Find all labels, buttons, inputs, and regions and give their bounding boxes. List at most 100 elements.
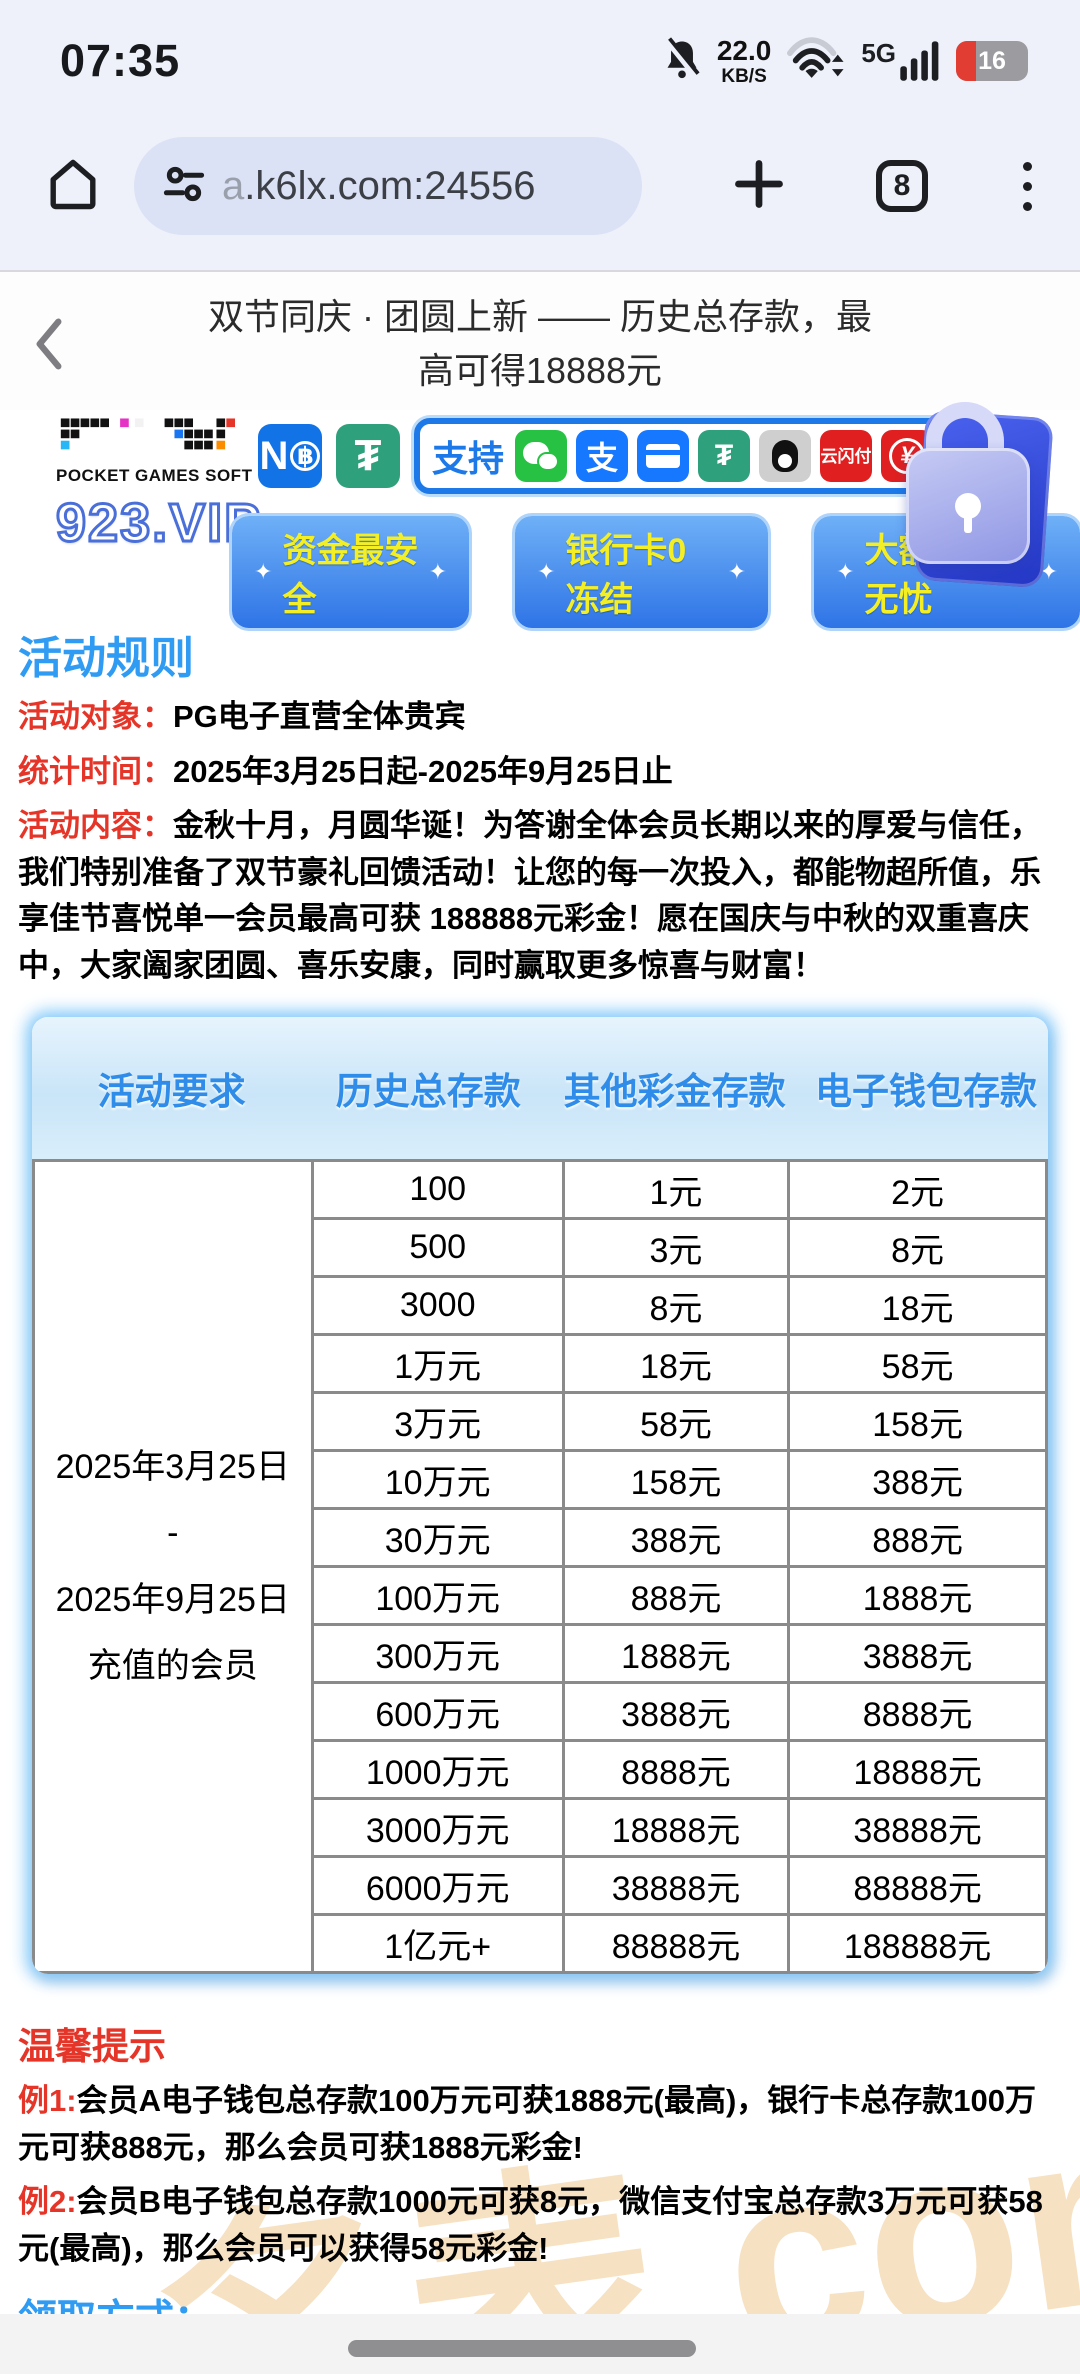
table-cell: 18元 (787, 1275, 1048, 1336)
table-cell: 88888元 (787, 1855, 1048, 1916)
table-cell: 3元 (561, 1217, 791, 1278)
qq-pay-icon (759, 430, 812, 482)
table-cell: 8元 (787, 1217, 1048, 1278)
gesture-handle[interactable] (348, 2340, 696, 2357)
network-speed: 22.0 KB/S (716, 34, 772, 87)
table-row: 3万元 58元 158元 (34, 1391, 1048, 1452)
table-cell: 100万元 (310, 1565, 565, 1626)
table-cell: 888元 (561, 1565, 791, 1626)
table-cell: 600万元 (310, 1681, 565, 1742)
table-cell: 3万元 (310, 1391, 565, 1452)
new-tab-button[interactable] (731, 156, 787, 217)
brand-wordmark: POCKET GAMES SOFT ™ (56, 466, 276, 485)
rewards-table-body: 2025年3月25日 -2025年9月25日 充值的会员 100 1元 2元 500 3元 8元… (32, 1159, 1048, 1974)
table-row: 10万元 158元 388元 (34, 1449, 1048, 1510)
table-cell: 158元 (787, 1391, 1048, 1452)
tether-icon: ₮ (336, 424, 400, 488)
table-cell: 3888元 (787, 1623, 1048, 1684)
url-bar[interactable]: a.k6lx.com:24556 (134, 137, 642, 235)
table-cell: 100 (310, 1159, 565, 1220)
badge-funds-safe: ✦ 资金最安全 ✦ (232, 516, 469, 628)
rules-heading: 活动规则 (18, 634, 194, 683)
table-cell: 18元 (561, 1333, 791, 1394)
table-row: 600万元 3888元 8888元 (34, 1681, 1048, 1742)
table-row: 3000 8元 18元 (34, 1275, 1048, 1336)
table-cell: 38888元 (561, 1855, 791, 1916)
table-row: 100万元 888元 1888元 (34, 1565, 1048, 1626)
tips-example-2: 例2:会员B电子钱包总存款1000元可获8元，微信支付宝总存款3万元可获58元(… (18, 2184, 1043, 2266)
requirement-cell: 2025年3月25日 -2025年9月25日 充值的会员 (32, 1159, 314, 1974)
table-cell: 2元 (787, 1159, 1048, 1220)
table-cell: 300万元 (310, 1623, 565, 1684)
table-cell: 18888元 (787, 1739, 1048, 1800)
table-cell: 18888元 (561, 1797, 791, 1858)
table-cell: 3888元 (561, 1681, 791, 1742)
security-lock-illustration (858, 402, 1074, 589)
table-cell: 188888元 (787, 1913, 1048, 1974)
tips-example-1: 例1:会员A电子钱包总存款100万元可获1888元(最高)，银行卡总存款100万… (18, 2083, 1037, 2165)
home-button[interactable] (46, 156, 100, 217)
table-cell: 388元 (561, 1507, 791, 1568)
table-cell: 1888元 (561, 1623, 791, 1684)
table-cell: 8888元 (787, 1681, 1048, 1742)
status-icons: 22.0 KB/S 5G 16 (663, 34, 1028, 87)
back-button[interactable] (34, 318, 64, 375)
table-cell: 888元 (787, 1507, 1048, 1568)
table-cell: 1000万元 (310, 1739, 565, 1800)
badge-no-freeze: ✦ 银行卡0冻结 ✦ (515, 516, 769, 628)
table-cell: 6000万元 (310, 1855, 565, 1916)
table-cell: 1亿元+ (310, 1913, 565, 1974)
table-cell: 8888元 (561, 1739, 791, 1800)
clock: 07:35 (60, 35, 181, 86)
mute-bell-icon (663, 36, 701, 86)
table-cell: 88888元 (561, 1913, 791, 1974)
table-cell: 58元 (787, 1333, 1048, 1394)
table-cell: 3000 (310, 1275, 565, 1336)
table-cell: 1元 (561, 1159, 791, 1220)
tips-heading: 温馨提示 (18, 2026, 166, 2067)
gesture-nav-bar (0, 2314, 1080, 2374)
table-row: 500 3元 8元 (34, 1217, 1048, 1278)
bank-card-icon (637, 430, 690, 482)
browser-menu-button[interactable] (1017, 156, 1038, 217)
wifi-icon (787, 36, 845, 86)
table-cell: 158元 (561, 1449, 791, 1510)
table-cell: 58元 (561, 1391, 791, 1452)
table-row: 1000万元 8888元 18888元 (34, 1739, 1048, 1800)
table-cell: 30万元 (310, 1507, 565, 1568)
rule-description: 活动内容：金秋十月，月圆华诞！为答谢全体会员长期以来的厚爱与信任，我们特别准备了… (18, 808, 1041, 983)
table-row: 3000万元 18888元 38888元 (34, 1797, 1048, 1858)
table-row: 30万元 388元 888元 (34, 1507, 1048, 1568)
table-cell: 500 (310, 1217, 565, 1278)
page-header: 双节同庆 · 团圆上新 —— 历史总存款，最高可得18888元 (0, 270, 1080, 410)
table-cell: 8元 (561, 1275, 791, 1336)
rule-period: 统计时间：2025年3月25日起-2025年9月25日止 (18, 753, 673, 789)
cellular-signal: 5G (861, 40, 940, 82)
keyhole-icon (955, 493, 981, 533)
lock-body (906, 448, 1030, 564)
wechat-pay-icon (515, 430, 568, 482)
site-settings-icon[interactable] (162, 162, 206, 211)
site-logo: 923.VIP (55, 492, 263, 555)
cloud-quickpass-icon: 云闪付 (820, 430, 873, 482)
supported-payments-pill: 支持 支 ₮ 云闪付 ¥ (414, 418, 952, 494)
table-row: 2025年3月25日 -2025年9月25日 充值的会员 100 1元 2元 (32, 1159, 1048, 1974)
battery-indicator: 16 (956, 41, 1028, 81)
tab-switcher-button[interactable]: 8 (876, 160, 928, 212)
pgsoft-logo: POCKET GAMES SOFT ™ 923.VIP (55, 416, 276, 555)
table-row: 6000万元 38888元 88888元 (34, 1855, 1048, 1916)
table-cell: 388元 (787, 1449, 1048, 1510)
pg-pixel-logo-icon (60, 418, 235, 450)
battery-level-fill (956, 41, 976, 81)
table-cell: 38888元 (787, 1797, 1048, 1858)
crypto-n-icon: N ฿ (258, 424, 322, 488)
alipay-icon: 支 (576, 430, 629, 482)
rewards-table-header: 活动要求 历史总存款 其他彩金存款 电子钱包存款 (32, 1017, 1048, 1159)
url-text[interactable]: a.k6lx.com:24556 (222, 163, 536, 208)
browser-toolbar: a.k6lx.com:24556 8 (0, 112, 1080, 270)
rule-target: 活动对象：PG电子直营全体贵宾 (18, 699, 466, 734)
table-cell: 1888元 (787, 1565, 1048, 1626)
promo-banner: POCKET GAMES SOFT ™ 923.VIP N ฿ ₮ 支持 支 ₮ … (0, 402, 1080, 628)
tether-small-icon: ₮ (698, 430, 751, 482)
